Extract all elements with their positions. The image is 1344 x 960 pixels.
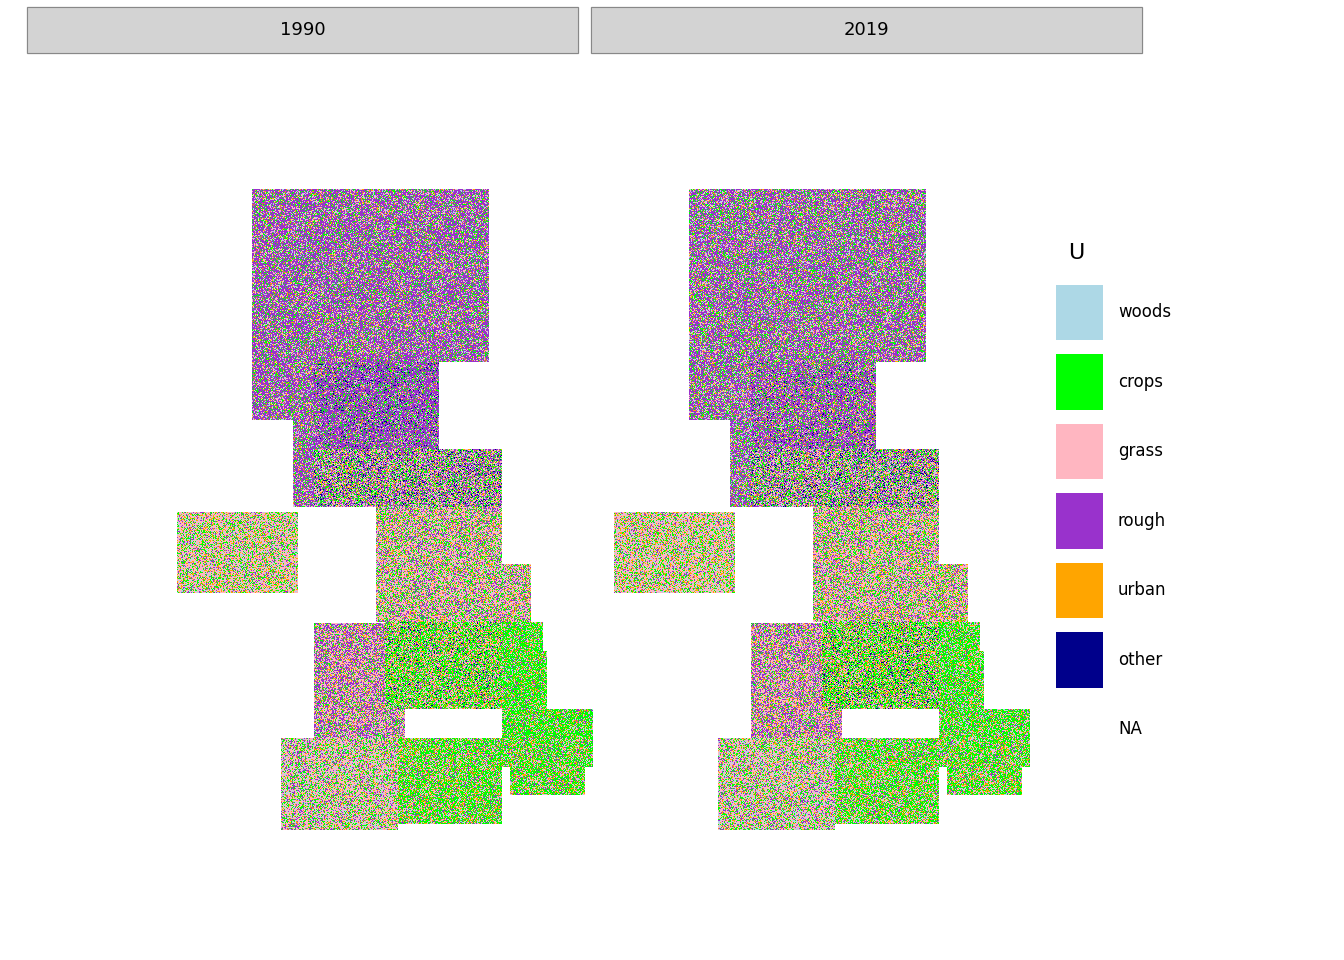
Text: woods: woods bbox=[1118, 303, 1171, 322]
Text: other: other bbox=[1118, 651, 1163, 669]
Text: urban: urban bbox=[1118, 582, 1167, 599]
Text: 2019: 2019 bbox=[844, 21, 890, 38]
Text: U: U bbox=[1068, 243, 1085, 263]
FancyBboxPatch shape bbox=[1056, 493, 1103, 549]
Text: grass: grass bbox=[1118, 443, 1163, 461]
FancyBboxPatch shape bbox=[1056, 563, 1103, 618]
FancyBboxPatch shape bbox=[1056, 423, 1103, 479]
Text: crops: crops bbox=[1118, 372, 1163, 391]
Text: rough: rough bbox=[1118, 512, 1167, 530]
Text: 1990: 1990 bbox=[280, 21, 325, 38]
FancyBboxPatch shape bbox=[1056, 354, 1103, 410]
Text: NA: NA bbox=[1118, 720, 1142, 738]
FancyBboxPatch shape bbox=[1056, 632, 1103, 687]
FancyBboxPatch shape bbox=[1056, 284, 1103, 340]
